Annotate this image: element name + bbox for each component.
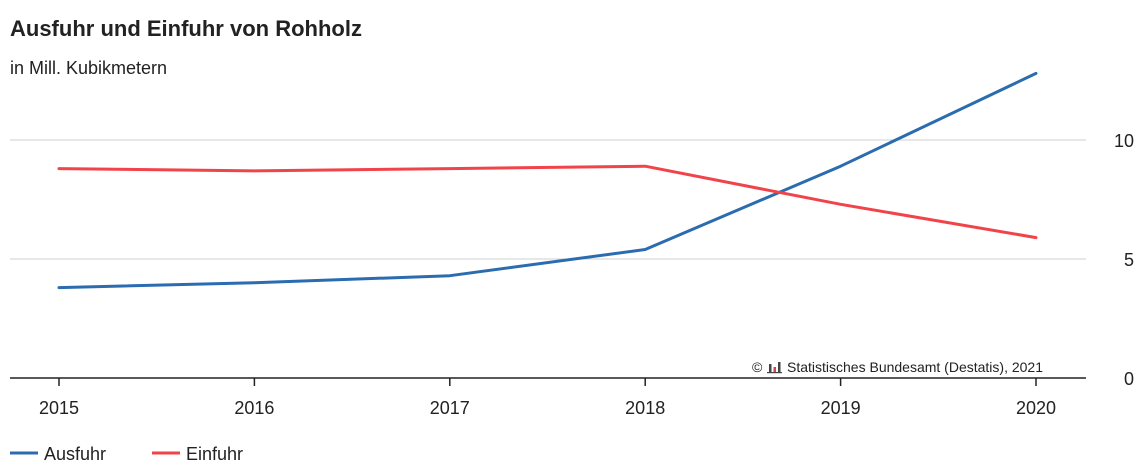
- chart-title: Ausfuhr und Einfuhr von Rohholz: [10, 16, 362, 41]
- x-tick-label: 2016: [234, 398, 274, 418]
- y-tick-label: 0: [1124, 369, 1134, 389]
- legend-label: Ausfuhr: [44, 444, 106, 464]
- destatis-logo-icon: [767, 362, 782, 374]
- source-note: © Statistisches Bundesamt (Destatis), 20…: [752, 359, 1043, 375]
- legend-item-einfuhr: Einfuhr: [152, 444, 243, 464]
- legend-item-ausfuhr: Ausfuhr: [10, 444, 106, 464]
- legend: Ausfuhr Einfuhr: [10, 444, 243, 464]
- x-tick-label: 2019: [821, 398, 861, 418]
- source-text: Statistisches Bundesamt (Destatis), 2021: [787, 359, 1043, 375]
- x-axis-labels: 2015 2016 2017 2018 2019 2020: [39, 378, 1056, 418]
- x-tick-label: 2017: [430, 398, 470, 418]
- x-tick-label: 2018: [625, 398, 665, 418]
- y-tick-label: 5: [1124, 250, 1134, 270]
- series-lines: [57, 71, 1038, 290]
- legend-label: Einfuhr: [186, 444, 243, 464]
- gridlines: [10, 139, 1086, 260]
- series-line-ausfuhr: [57, 71, 1038, 290]
- series-line-einfuhr: [57, 164, 1038, 240]
- x-tick-label: 2020: [1016, 398, 1056, 418]
- chart-subtitle: in Mill. Kubikmetern: [10, 58, 168, 78]
- y-tick-label: 10: [1114, 131, 1134, 151]
- x-tick-label: 2015: [39, 398, 79, 418]
- copyright-symbol: ©: [752, 359, 763, 375]
- y-axis-labels: 0 5 10: [1114, 131, 1134, 389]
